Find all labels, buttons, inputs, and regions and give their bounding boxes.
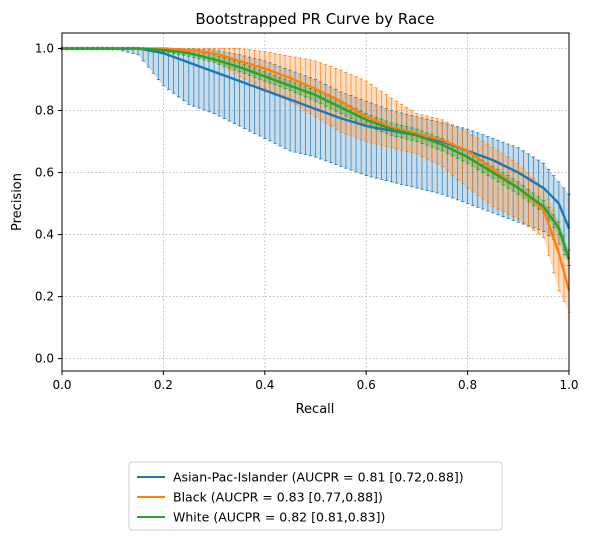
x-tick-label-1: 0.2 — [154, 378, 173, 392]
x-tick-label-3: 0.6 — [357, 378, 376, 392]
y-tick-label-1: 0.2 — [35, 290, 54, 304]
legend-label-asian: Asian-Pac-Islander (AUCPR = 0.81 [0.72,0… — [173, 470, 464, 485]
legend-label-black: Black (AUCPR = 0.83 [0.77,0.88]) — [173, 490, 383, 505]
legend: Asian-Pac-Islander (AUCPR = 0.81 [0.72,0… — [129, 462, 502, 530]
y-tick-label-5: 1.0 — [35, 42, 54, 56]
legend-label-white: White (AUCPR = 0.82 [0.81,0.83]) — [173, 510, 385, 525]
y-axis-label: Precision — [10, 173, 25, 231]
y-tick-label-4: 0.8 — [35, 104, 54, 118]
y-tick-label-0: 0.0 — [35, 352, 54, 366]
chart-title: Bootstrapped PR Curve by Race — [195, 10, 434, 28]
y-tick-label-2: 0.4 — [35, 228, 54, 242]
x-tick-label-0: 0.0 — [52, 378, 71, 392]
x-tick-label-5: 1.0 — [559, 378, 578, 392]
x-axis-label: Recall — [296, 402, 335, 417]
x-tick-label-4: 0.8 — [458, 378, 477, 392]
y-tick-label-3: 0.6 — [35, 166, 54, 180]
x-tick-label-2: 0.4 — [255, 378, 274, 392]
